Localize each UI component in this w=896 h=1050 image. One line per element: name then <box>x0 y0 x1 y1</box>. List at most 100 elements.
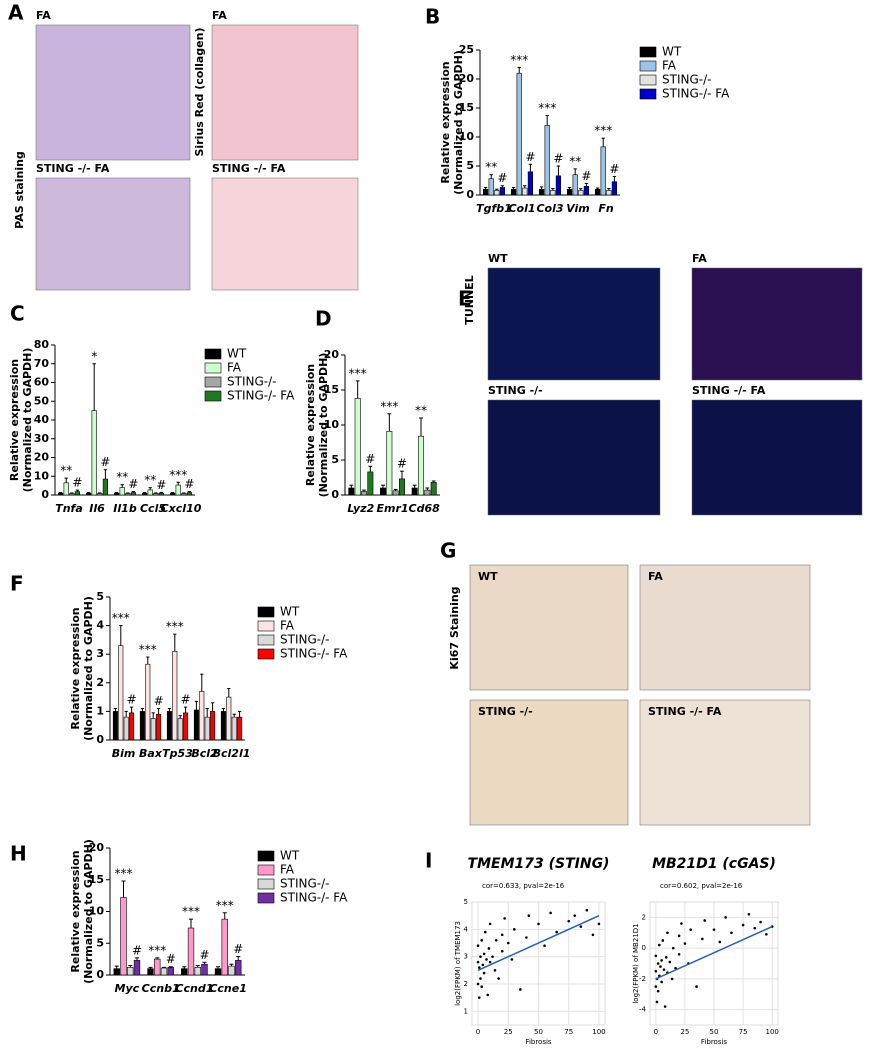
y-tick-label: 0 <box>96 733 104 746</box>
point <box>497 977 500 980</box>
significance: *** <box>148 943 166 957</box>
micrograph <box>487 267 661 381</box>
legend-swatch <box>639 60 657 72</box>
bar <box>522 187 528 196</box>
bar <box>611 181 617 196</box>
point <box>677 934 681 938</box>
y-axis-label: Relative expression <box>439 61 452 183</box>
point <box>525 936 528 939</box>
x-tick-label: 0 <box>654 1028 658 1036</box>
bar <box>430 482 437 496</box>
x-tick-label: 100 <box>592 1028 605 1036</box>
point <box>476 982 480 986</box>
point <box>477 966 481 969</box>
point <box>479 955 482 958</box>
bar <box>237 716 243 741</box>
point <box>712 928 716 931</box>
legend-swatch <box>204 362 222 374</box>
bar <box>125 493 131 496</box>
x-tick-label: 75 <box>564 1028 573 1036</box>
bar <box>119 487 125 496</box>
point <box>668 960 672 964</box>
significance: ** <box>485 160 497 174</box>
panel-letter: B <box>425 5 440 29</box>
bar <box>133 960 141 976</box>
y-axis-label: log2(FPKM) of TMEM173 <box>454 921 462 1006</box>
bar <box>172 651 178 741</box>
image-label: WT <box>478 570 498 583</box>
y-tick-label: 2 <box>464 980 468 988</box>
significance: ** <box>569 154 581 168</box>
y-tick-label: 10 <box>459 130 475 143</box>
point <box>513 928 516 931</box>
point <box>477 996 481 999</box>
bar <box>112 711 118 741</box>
x-tick-label: 25 <box>504 1028 513 1036</box>
point <box>695 985 698 988</box>
bar <box>386 430 393 496</box>
bar <box>424 489 431 496</box>
y-tick-label: -4 <box>639 1006 647 1014</box>
image-label: FA <box>36 9 51 22</box>
point <box>488 922 492 926</box>
bar <box>220 711 226 741</box>
legend-label: STING-/- <box>280 633 329 647</box>
significance: # <box>553 152 563 166</box>
micrograph <box>469 564 629 691</box>
point <box>482 971 486 975</box>
point <box>555 930 558 934</box>
y-axis-label: log2(FPKM) of MB21D1 <box>632 923 640 1003</box>
legend-swatch <box>257 878 275 890</box>
legend-label: WT <box>280 605 300 619</box>
legend-label: FA <box>280 863 295 877</box>
image-label: WT <box>488 252 508 265</box>
x-tick-label: Emr1 <box>376 502 408 515</box>
point <box>660 959 663 962</box>
point <box>500 949 504 953</box>
significance: # <box>154 694 164 708</box>
bar <box>114 492 120 496</box>
y-tick-label: 0 <box>331 488 339 501</box>
panel-letter: I <box>425 849 432 873</box>
y-axis-label: Relative expression <box>8 359 21 481</box>
point <box>488 960 492 964</box>
image-label: STING -/- FA <box>648 705 722 718</box>
micrograph <box>35 177 191 291</box>
point <box>654 954 658 958</box>
significance: ** <box>116 470 128 484</box>
significance: *** <box>182 905 200 919</box>
panel-letter: D <box>315 307 332 331</box>
point <box>493 969 497 972</box>
bar <box>186 492 193 496</box>
image-label: STING -/- <box>478 705 533 718</box>
significance: *** <box>112 611 130 625</box>
bar <box>544 125 550 196</box>
bar <box>221 918 228 976</box>
chart-title: TMEM173 (STING) <box>468 856 610 872</box>
bar <box>210 711 216 741</box>
bar <box>154 958 161 976</box>
point <box>487 947 491 950</box>
chart-title: MB21D1 (cGAS) <box>652 856 776 872</box>
x-tick-label: Bim <box>112 747 136 760</box>
point <box>480 985 483 989</box>
bar <box>118 645 124 741</box>
x-tick-label: Il1b <box>113 502 137 515</box>
legend-swatch <box>257 620 275 632</box>
bar <box>57 492 64 496</box>
y-tick-label: 10 <box>89 905 105 918</box>
point <box>484 930 487 934</box>
fit-line <box>655 925 773 980</box>
significance: *** <box>115 867 133 881</box>
y-axis-label: (Normalized to GAPDH) <box>82 596 95 741</box>
x-tick-label: Tnfa <box>55 502 83 515</box>
bar <box>147 968 154 976</box>
legend-label: WT <box>280 849 300 863</box>
chart-subtitle: cor=0.633, pval=2e-16 <box>482 882 565 890</box>
point <box>724 916 727 919</box>
significance: # <box>127 693 137 707</box>
bar <box>555 175 561 196</box>
bar <box>572 174 578 196</box>
bar <box>606 190 612 196</box>
bar <box>231 716 237 741</box>
